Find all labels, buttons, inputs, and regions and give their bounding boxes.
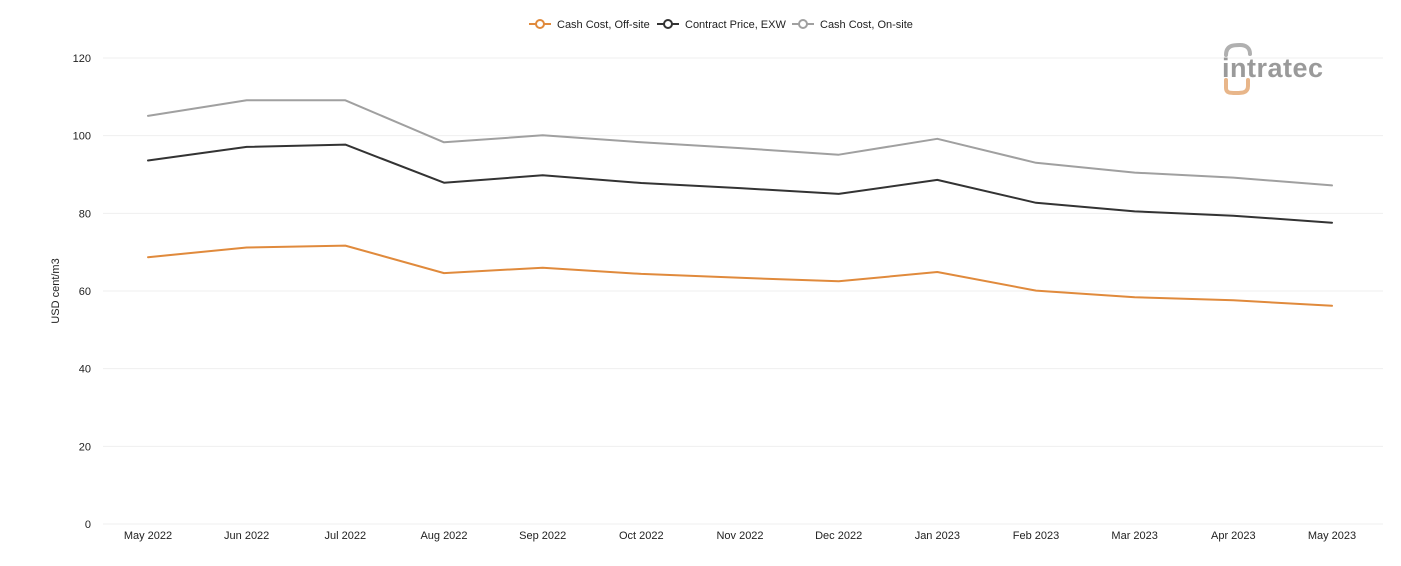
data-point[interactable]: [635, 136, 647, 148]
x-tick-label: Oct 2022: [619, 530, 664, 542]
data-point[interactable]: [142, 110, 154, 122]
legend-circle-marker: [535, 19, 545, 29]
data-point[interactable]: [142, 155, 154, 167]
data-point[interactable]: [438, 136, 450, 148]
legend[interactable]: Cash Cost, Off-site Contract Price, EXW Ca…: [529, 19, 913, 31]
data-point[interactable]: [1030, 197, 1042, 209]
data-point[interactable]: [142, 251, 154, 263]
data-point[interactable]: [833, 188, 845, 200]
data-point[interactable]: [931, 133, 943, 145]
data-point[interactable]: [931, 174, 943, 186]
legend-item[interactable]: Contract Price, EXW: [657, 19, 786, 31]
y-axis-ticks: 0 20 40 60 80 100 120: [73, 53, 91, 531]
x-tick-label: May 2023: [1308, 530, 1356, 542]
data-point[interactable]: [438, 177, 450, 189]
data-point[interactable]: [1326, 217, 1338, 229]
data-point[interactable]: [1326, 179, 1338, 191]
x-tick-label: May 2022: [124, 530, 172, 542]
x-tick-label: Feb 2023: [1013, 530, 1059, 542]
y-tick-label: 0: [85, 519, 91, 531]
data-point[interactable]: [635, 268, 647, 280]
x-tick-label: Jan 2023: [915, 530, 960, 542]
data-point[interactable]: [339, 240, 351, 252]
data-point[interactable]: [241, 242, 253, 254]
data-point[interactable]: [1227, 172, 1239, 184]
legend-label: Contract Price, EXW: [685, 19, 786, 31]
y-axis-title: USD cent/m3: [50, 258, 62, 323]
series-lines: [142, 94, 1338, 312]
data-point[interactable]: [537, 129, 549, 141]
legend-item[interactable]: Cash Cost, Off-site: [529, 19, 650, 31]
logo-hook-icon: [1224, 78, 1250, 96]
data-point[interactable]: [339, 139, 351, 151]
data-point[interactable]: [339, 94, 351, 106]
data-point[interactable]: [1227, 210, 1239, 222]
data-point[interactable]: [537, 169, 549, 181]
x-tick-label: Jul 2022: [325, 530, 367, 542]
legend-circle-marker: [663, 19, 673, 29]
data-point[interactable]: [241, 94, 253, 106]
y-tick-label: 60: [79, 286, 91, 298]
series-line-cash-cost-off-site: [147, 244, 1333, 307]
data-point[interactable]: [734, 142, 746, 154]
logo-wordmark: intratec: [1222, 53, 1324, 83]
data-point[interactable]: [833, 275, 845, 287]
y-tick-label: 40: [79, 364, 91, 376]
y-tick-label: 100: [73, 131, 91, 143]
x-tick-label: Mar 2023: [1111, 530, 1157, 542]
data-point[interactable]: [241, 141, 253, 153]
data-point[interactable]: [1030, 157, 1042, 169]
data-point[interactable]: [734, 182, 746, 194]
series-line-cash-cost-on-site: [147, 99, 1333, 187]
data-point[interactable]: [635, 177, 647, 189]
x-tick-label: Sep 2022: [519, 530, 566, 542]
y-tick-label: 80: [79, 208, 91, 220]
x-tick-label: Dec 2022: [815, 530, 862, 542]
data-point[interactable]: [1129, 291, 1141, 303]
legend-label: Cash Cost, On-site: [820, 19, 913, 31]
data-point[interactable]: [1129, 205, 1141, 217]
data-point[interactable]: [1030, 285, 1042, 297]
data-point[interactable]: [1326, 300, 1338, 312]
series-line-contract-price-exw: [147, 143, 1333, 224]
gridlines: [103, 57, 1383, 525]
x-tick-label: Jun 2022: [224, 530, 269, 542]
logo-arc-icon: [1224, 42, 1252, 57]
data-point[interactable]: [1129, 167, 1141, 179]
data-point[interactable]: [537, 262, 549, 274]
data-point[interactable]: [734, 272, 746, 284]
data-point[interactable]: [833, 149, 845, 161]
legend-circle-marker: [798, 19, 808, 29]
x-tick-label: Apr 2023: [1211, 530, 1256, 542]
legend-item[interactable]: Cash Cost, On-site: [792, 19, 913, 31]
x-tick-label: Aug 2022: [420, 530, 467, 542]
data-point[interactable]: [931, 266, 943, 278]
x-axis-ticks: May 2022 Jun 2022 Jul 2022 Aug 2022 Sep 2022…: [124, 530, 1356, 542]
y-tick-label: 120: [73, 53, 91, 65]
data-point[interactable]: [438, 267, 450, 279]
x-tick-label: Nov 2022: [716, 530, 763, 542]
legend-label: Cash Cost, Off-site: [557, 19, 650, 31]
y-tick-label: 20: [79, 441, 91, 453]
data-point[interactable]: [1227, 294, 1239, 306]
intratec-logo: intratec: [1222, 42, 1324, 96]
